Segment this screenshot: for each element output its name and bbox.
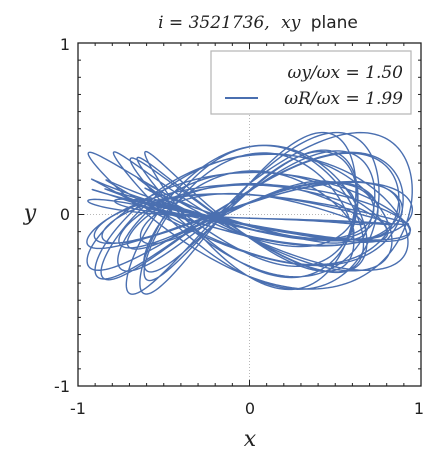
orbit-series-line: [86, 131, 414, 295]
legend: ωy/ωx = 1.50 ωR/ωx = 1.99: [210, 50, 412, 115]
x-axis-label: x: [244, 427, 257, 452]
x-tick-label-mid: 0: [245, 399, 255, 418]
legend-entry-omega-y: ωy/ωx = 1.50: [287, 63, 403, 83]
chart-title: i = 3521736, xy plane: [158, 13, 358, 33]
x-tick-label-right: 1: [414, 399, 424, 418]
x-tick-label-left: -1: [70, 399, 86, 418]
title-math: i = 3521736,: [158, 13, 270, 33]
plot-frame: [77, 42, 422, 387]
legend-entry-omega-r: ωR/ωx = 1.99: [284, 89, 403, 109]
y-tick-label-mid: 0: [60, 205, 70, 224]
y-tick-label-top: 1: [60, 35, 70, 54]
series-layer: [86, 131, 414, 295]
y-axis-label: y: [23, 201, 37, 226]
title-plane-word: plane: [311, 13, 358, 33]
legend-box: [210, 50, 412, 115]
title-plane-symbol: xy: [281, 13, 301, 33]
svg-text:i = 3521736, xy pl: i = 3521736, xy plane: [158, 13, 358, 33]
y-tick-label-bottom: -1: [54, 377, 70, 396]
